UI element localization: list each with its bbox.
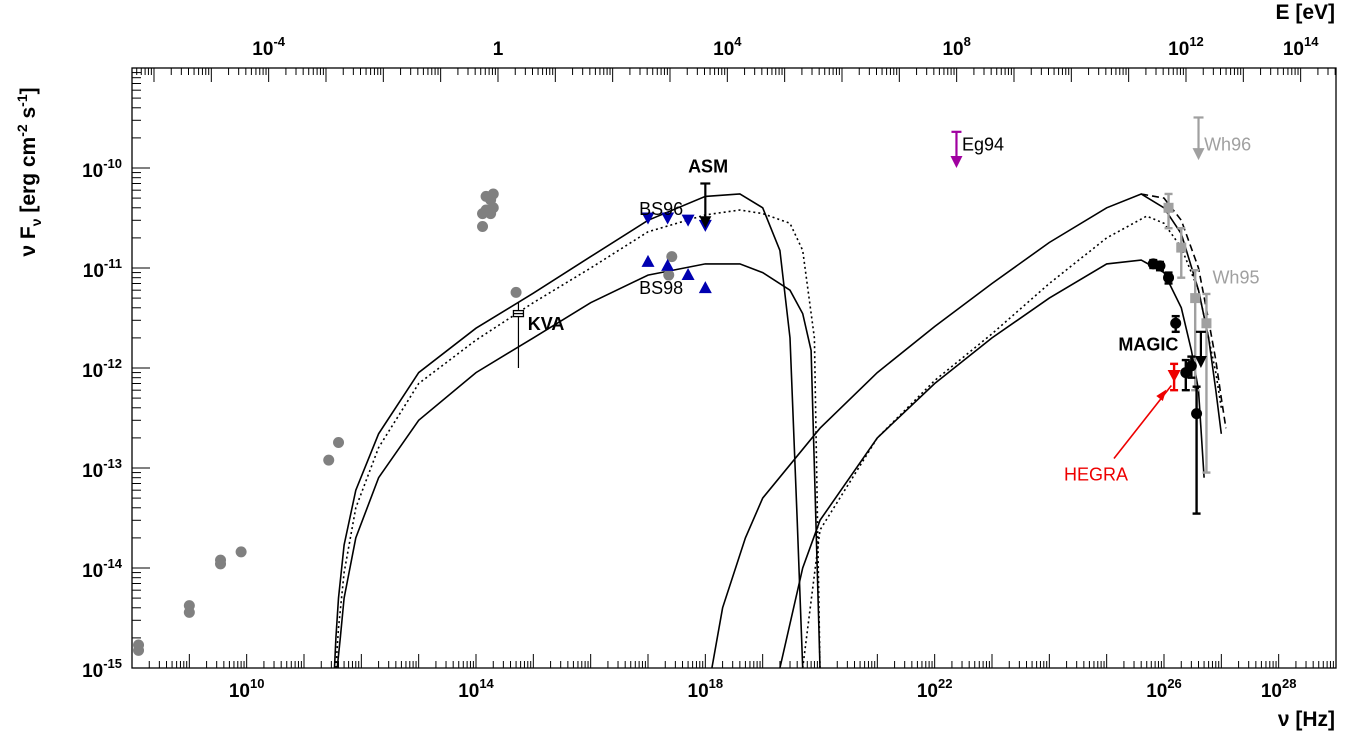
series-eg94 xyxy=(950,130,963,168)
upper-limit-arrowhead xyxy=(699,216,712,229)
minor-ticks xyxy=(131,67,1336,669)
y-tick-label: 10-10 xyxy=(82,156,122,182)
x-tick-label: 1018 xyxy=(688,676,724,702)
model-curve-7 xyxy=(779,259,1205,668)
y-tick-label: 10-12 xyxy=(82,356,122,382)
top-tick-label: 108 xyxy=(942,34,970,60)
model-curve-1 xyxy=(333,193,804,668)
data-point xyxy=(1154,260,1166,272)
model-curves xyxy=(333,193,1227,668)
data-point xyxy=(1163,272,1175,284)
upper-limit-arrowhead xyxy=(1192,148,1205,161)
top-tick-label: 1 xyxy=(493,39,504,60)
data-point xyxy=(1170,317,1182,329)
label-wh95: Wh95 xyxy=(1212,267,1259,287)
top-tick-label: 104 xyxy=(713,34,742,60)
series-kva xyxy=(512,302,525,368)
label-bs96: BS96 xyxy=(639,199,683,219)
model-curve-5 xyxy=(1141,193,1227,429)
label-magic: MAGIC xyxy=(1118,334,1178,354)
data-points xyxy=(133,116,1212,656)
label-hegra: HEGRA xyxy=(1064,464,1128,484)
data-point xyxy=(215,554,227,566)
model-curve-3 xyxy=(336,263,821,668)
y-tick-label: 10-13 xyxy=(82,456,122,482)
tick-labels: 1010 1014 1018 1022 1026 1028 10-15 10-14 10-13 1… xyxy=(82,34,1319,702)
top-tick-label: 10-4 xyxy=(252,34,285,60)
axes-frame xyxy=(131,67,1337,669)
data-point xyxy=(1201,318,1212,329)
data-point xyxy=(1185,360,1197,372)
data-point xyxy=(1167,370,1181,383)
label-kva: KVA xyxy=(528,314,565,334)
label-eg94: Eg94 xyxy=(962,134,1004,154)
y-tick-label: 10-11 xyxy=(83,256,122,282)
data-point xyxy=(1163,202,1174,213)
data-point xyxy=(1176,242,1187,253)
label-bs98: BS98 xyxy=(639,278,683,298)
model-curve-2 xyxy=(335,209,821,668)
y-tick-label: 10-14 xyxy=(82,556,123,582)
data-point xyxy=(663,269,675,281)
top-tick-label: 1014 xyxy=(1283,34,1319,60)
data-point xyxy=(641,254,655,267)
model-curve-4 xyxy=(711,193,1223,668)
x-tick-label: 1026 xyxy=(1146,676,1182,702)
plot-frame xyxy=(131,67,1337,669)
series-wh95 xyxy=(1163,192,1212,474)
y-axis-title: ν Fν [erg cm-2 s-1] xyxy=(14,87,44,256)
x-tick-label: 1010 xyxy=(229,676,265,702)
x-axis-title: ν [Hz] xyxy=(1278,708,1335,731)
data-point xyxy=(487,202,499,214)
data-point xyxy=(333,436,345,448)
data-point xyxy=(323,454,335,466)
series-wh96 xyxy=(1192,116,1205,161)
label-asm: ASM xyxy=(688,157,728,177)
data-point xyxy=(1190,293,1201,304)
upper-limit-arrowhead xyxy=(1194,356,1207,368)
data-point xyxy=(487,188,499,200)
data-point xyxy=(666,251,678,263)
data-point xyxy=(681,268,695,281)
x-tick-label: 1014 xyxy=(458,676,494,702)
series-magic xyxy=(1147,258,1203,515)
top-tick-label: 1012 xyxy=(1168,34,1204,60)
data-point xyxy=(661,212,675,225)
data-point xyxy=(510,286,522,298)
label-wh96: Wh96 xyxy=(1204,134,1251,154)
model-curve-6 xyxy=(801,215,1223,668)
y-tick-label: 10-15 xyxy=(82,656,122,682)
data-point xyxy=(183,606,195,618)
annotations: Eg94 Wh96 ASM BS96 BS98 KVA Wh95 MAGIC HEGRA xyxy=(528,134,1260,484)
data-point xyxy=(133,644,145,656)
data-point xyxy=(698,281,712,294)
data-point xyxy=(235,546,247,558)
series-asm xyxy=(699,182,712,229)
series-bs98 xyxy=(641,254,712,294)
series-hegra xyxy=(1167,362,1181,392)
hegra-pointer-arrowhead xyxy=(1156,389,1167,401)
series-magic-ul xyxy=(1194,330,1207,368)
x-tick-label: 1022 xyxy=(917,676,953,702)
data-point xyxy=(661,258,675,271)
data-point xyxy=(641,212,655,225)
data-point xyxy=(477,221,489,233)
top-axis-title: E [eV] xyxy=(1275,1,1335,24)
x-tick-label: 1028 xyxy=(1261,676,1297,702)
upper-limit-arrowhead xyxy=(950,156,963,168)
data-point xyxy=(1191,408,1203,420)
data-point xyxy=(681,214,695,227)
series-synchrotron-radio xyxy=(133,188,678,656)
